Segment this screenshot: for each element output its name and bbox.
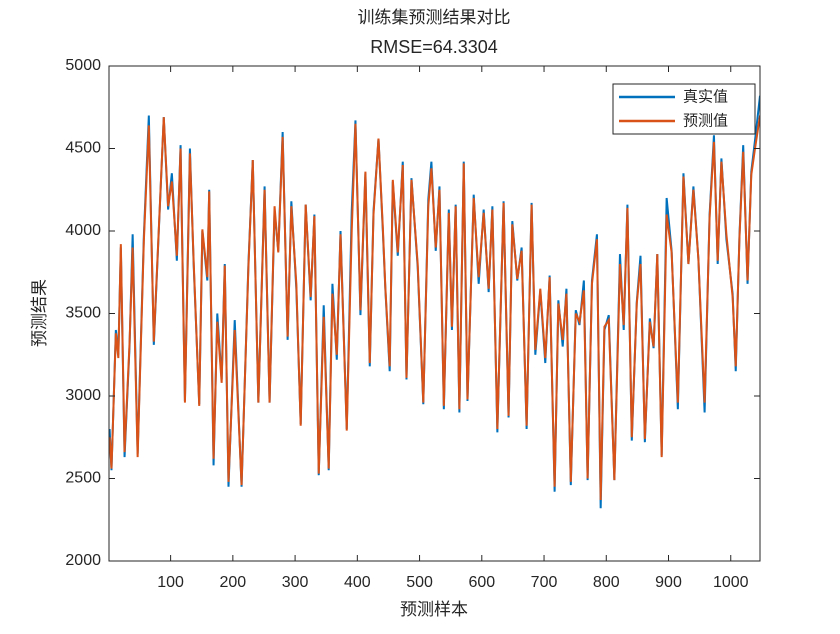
- x-tick-label: 400: [344, 574, 371, 591]
- axes-box: [108, 65, 761, 562]
- legend-box: [612, 83, 756, 135]
- y-tick-label: 3500: [65, 305, 101, 322]
- x-axis-label: 预测样本: [400, 600, 468, 620]
- y-tick-label: 5000: [65, 57, 101, 74]
- x-tick-label: 1000: [713, 574, 749, 591]
- legend-label: 预测值: [683, 112, 728, 130]
- legend-label: 真实值: [683, 88, 728, 106]
- x-tick-label: 700: [531, 574, 558, 591]
- y-tick-label: 4500: [65, 140, 101, 157]
- x-tick-label: 300: [282, 574, 309, 591]
- x-tick-label: 100: [157, 574, 184, 591]
- y-axis-label: 预测结果: [30, 279, 50, 347]
- x-tick-label: 500: [406, 574, 433, 591]
- y-tick-label: 2000: [65, 552, 101, 569]
- y-tick-label: 3000: [65, 387, 101, 404]
- chart-title: 训练集预测结果对比: [358, 8, 511, 28]
- x-tick-label: 600: [468, 574, 495, 591]
- y-tick-label: 4000: [65, 222, 101, 239]
- x-tick-label: 200: [220, 574, 247, 591]
- x-tick-label: 900: [655, 574, 682, 591]
- data-line: [109, 95, 760, 509]
- x-tick-label: 800: [593, 574, 620, 591]
- plot-area: [109, 66, 760, 561]
- y-tick-label: 2500: [65, 470, 101, 487]
- chart-subtitle: RMSE=64.3304: [370, 37, 498, 57]
- data-line: [109, 115, 760, 500]
